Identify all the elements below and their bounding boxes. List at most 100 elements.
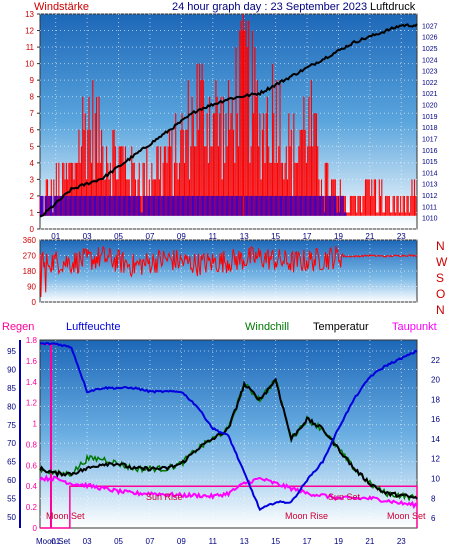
legend-taupunkt: Taupunkt xyxy=(392,321,437,333)
y-tick-label-rain: 0.6 xyxy=(26,461,38,470)
x-tick-label: 01 xyxy=(51,232,60,241)
x-tick-label: 19 xyxy=(334,232,343,241)
pressure-line xyxy=(39,23,418,218)
y-tick-label-wind: 6 xyxy=(30,126,35,135)
x-tick-label: 15 xyxy=(271,232,280,241)
x-tick-label: 05 xyxy=(114,232,123,241)
y-tick-label-temperature: 22 xyxy=(431,356,440,365)
x-tick-label: 11 xyxy=(209,232,218,241)
x-tick-label: 23 xyxy=(397,232,406,241)
y-tick-label-pressure: 1015 xyxy=(422,159,438,166)
legend-windchill: Windchill xyxy=(245,321,289,333)
annotation-sun-set: Sun Set xyxy=(328,492,361,502)
y-tick-label-temperature: 20 xyxy=(431,376,440,385)
climate-panel-background xyxy=(39,339,418,529)
compass-label-n-top: N xyxy=(436,239,445,253)
wind-panel-axes: 0123456789101112131010101110121013101410… xyxy=(25,10,438,241)
y-tick-label-humidity: 85 xyxy=(7,384,16,393)
wind-bars xyxy=(39,14,417,216)
y-tick-label-humidity: 65 xyxy=(7,458,16,467)
y-tick-label-pressure: 1014 xyxy=(422,170,438,177)
x-tick-label: 11 xyxy=(209,537,218,546)
y-tick-label-wind: 12 xyxy=(25,27,34,36)
y-tick-label-direction: 180 xyxy=(23,267,37,276)
y-tick-label-pressure: 1024 xyxy=(422,57,438,64)
x-tick-label: 07 xyxy=(146,232,155,241)
compass-label-o: O xyxy=(436,287,445,301)
y-tick-label-rain: 0.8 xyxy=(26,440,38,449)
x-tick-moon-set: Moon Set xyxy=(36,537,71,546)
x-tick-label: 21 xyxy=(365,232,374,241)
page-title: 24 hour graph day : 23 September 2023 xyxy=(172,1,367,13)
header-left-label: Windstärke xyxy=(34,1,89,13)
y-tick-label-humidity: 90 xyxy=(7,365,16,374)
y-tick-label-humidity: 50 xyxy=(7,513,16,522)
direction-line xyxy=(39,245,418,298)
y-tick-label-pressure: 1027 xyxy=(422,23,438,30)
climate-lines xyxy=(39,341,418,529)
y-tick-label-pressure: 1013 xyxy=(422,182,438,189)
y-tick-label-rain: 0.2 xyxy=(26,503,38,512)
compass-label-s: S xyxy=(436,271,444,285)
y-tick-label-temperature: 14 xyxy=(431,435,440,444)
y-tick-label-wind: 9 xyxy=(30,76,35,85)
y-tick-label-humidity: 70 xyxy=(7,439,16,448)
x-tick-label: 17 xyxy=(303,232,312,241)
wind-direction-line xyxy=(39,245,418,298)
y-tick-label-pressure: 1025 xyxy=(422,46,438,53)
y-tick-label-pressure: 1019 xyxy=(422,114,438,121)
y-tick-label-pressure: 1018 xyxy=(422,125,438,132)
y-tick-label-humidity: 80 xyxy=(7,402,16,411)
x-tick-label: 13 xyxy=(240,232,249,241)
y-tick-label-pressure: 1026 xyxy=(422,35,438,42)
climate-panel-axes: 50 55 60 65 70 75 80 85 90 95 0 0.2 0.4 0.6 0.8 1 1.2 1.4… xyxy=(7,336,440,546)
y-tick-label-rain: 1.6 xyxy=(26,357,38,366)
legend-luftfeuchte: Luftfeuchte xyxy=(66,321,120,333)
y-tick-label-wind: 10 xyxy=(25,60,34,69)
y-tick-label-wind: 7 xyxy=(30,109,35,118)
y-tick-label-rain: 1.4 xyxy=(26,378,38,387)
y-tick-label-wind: 13 xyxy=(25,10,34,19)
y-tick-label-wind: 3 xyxy=(30,175,35,184)
annotation-moon-set-1: Moon Set xyxy=(46,511,85,521)
y-tick-label-rain: 0 xyxy=(33,524,38,533)
annotation-sun-rise: Sun Rise xyxy=(146,492,183,502)
x-tick-label: 05 xyxy=(114,537,123,546)
y-tick-label-wind: 2 xyxy=(30,192,35,201)
y-tick-label-pressure: 1012 xyxy=(422,193,438,200)
y-tick-label-wind: 11 xyxy=(26,43,35,52)
direction-panel-axes: 0 90 180 270 360 xyxy=(23,236,37,307)
temperature-series-line xyxy=(39,377,418,500)
annotation-moon-rise: Moon Rise xyxy=(285,511,328,521)
y-tick-label-pressure: 1022 xyxy=(422,80,438,87)
y-tick-label-pressure: 1021 xyxy=(422,91,438,98)
x-tick-label: 17 xyxy=(303,537,312,546)
x-tick-label: 23 xyxy=(397,537,406,546)
y-tick-label-pressure: 1011 xyxy=(422,204,437,211)
humidity-series-line xyxy=(39,341,418,512)
y-tick-label-rain: 1.8 xyxy=(26,336,38,345)
y-tick-label-direction: 360 xyxy=(23,236,37,245)
y-tick-label-wind: 4 xyxy=(30,159,35,168)
x-tick-label: 03 xyxy=(83,232,92,241)
y-tick-label-pressure: 1016 xyxy=(422,148,438,155)
y-tick-label-humidity: 95 xyxy=(7,347,16,356)
y-tick-label-wind: 8 xyxy=(30,93,35,102)
pressure-series-line xyxy=(39,23,418,218)
legend-regen: Regen xyxy=(2,321,34,333)
legend-temperatur: Temperatur xyxy=(313,321,369,333)
y-tick-label-direction: 270 xyxy=(23,252,37,261)
annotation-moon-set-2: Moon Set xyxy=(387,511,426,521)
x-tick-label: 07 xyxy=(146,537,155,546)
x-tick-label: 21 xyxy=(365,537,374,546)
y-tick-label-direction: 90 xyxy=(27,283,36,292)
y-tick-label-wind: 5 xyxy=(30,142,35,151)
rain-series-line xyxy=(40,485,418,529)
x-tick-label: 09 xyxy=(177,232,186,241)
y-tick-label-wind: 1 xyxy=(30,208,35,217)
y-tick-label-temperature: 8 xyxy=(431,494,436,503)
y-tick-label-rain: 1 xyxy=(33,420,38,429)
x-tick-label: 13 xyxy=(240,537,249,546)
